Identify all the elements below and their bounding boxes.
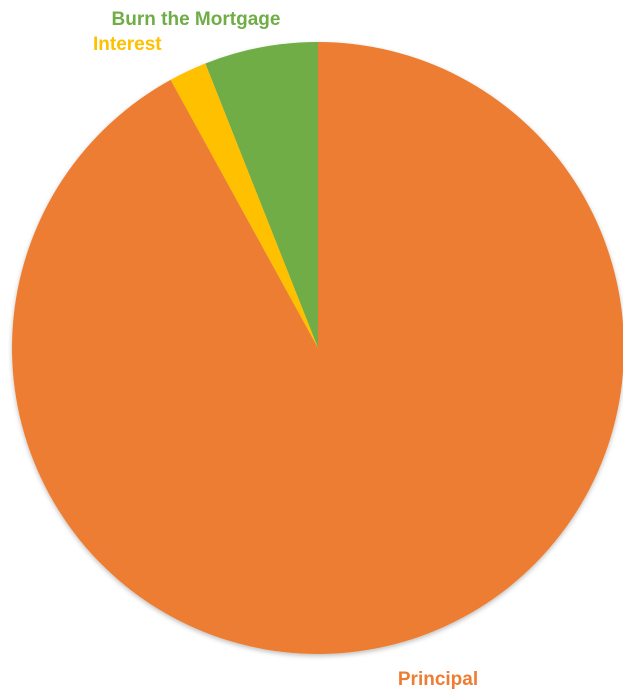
slice-label-burn-the-mortgage: Burn the Mortgage — [112, 9, 281, 30]
pie-slice-interest — [170, 63, 318, 349]
pie-labels: Burn the Mortgage Interest Principal — [93, 9, 478, 690]
pie-slices — [12, 42, 623, 654]
pie-slice-principal — [12, 42, 623, 654]
pie-slice-burn-the-mortgage — [205, 42, 318, 348]
slice-label-principal: Principal — [398, 669, 478, 690]
slice-label-interest: Interest — [93, 34, 162, 55]
